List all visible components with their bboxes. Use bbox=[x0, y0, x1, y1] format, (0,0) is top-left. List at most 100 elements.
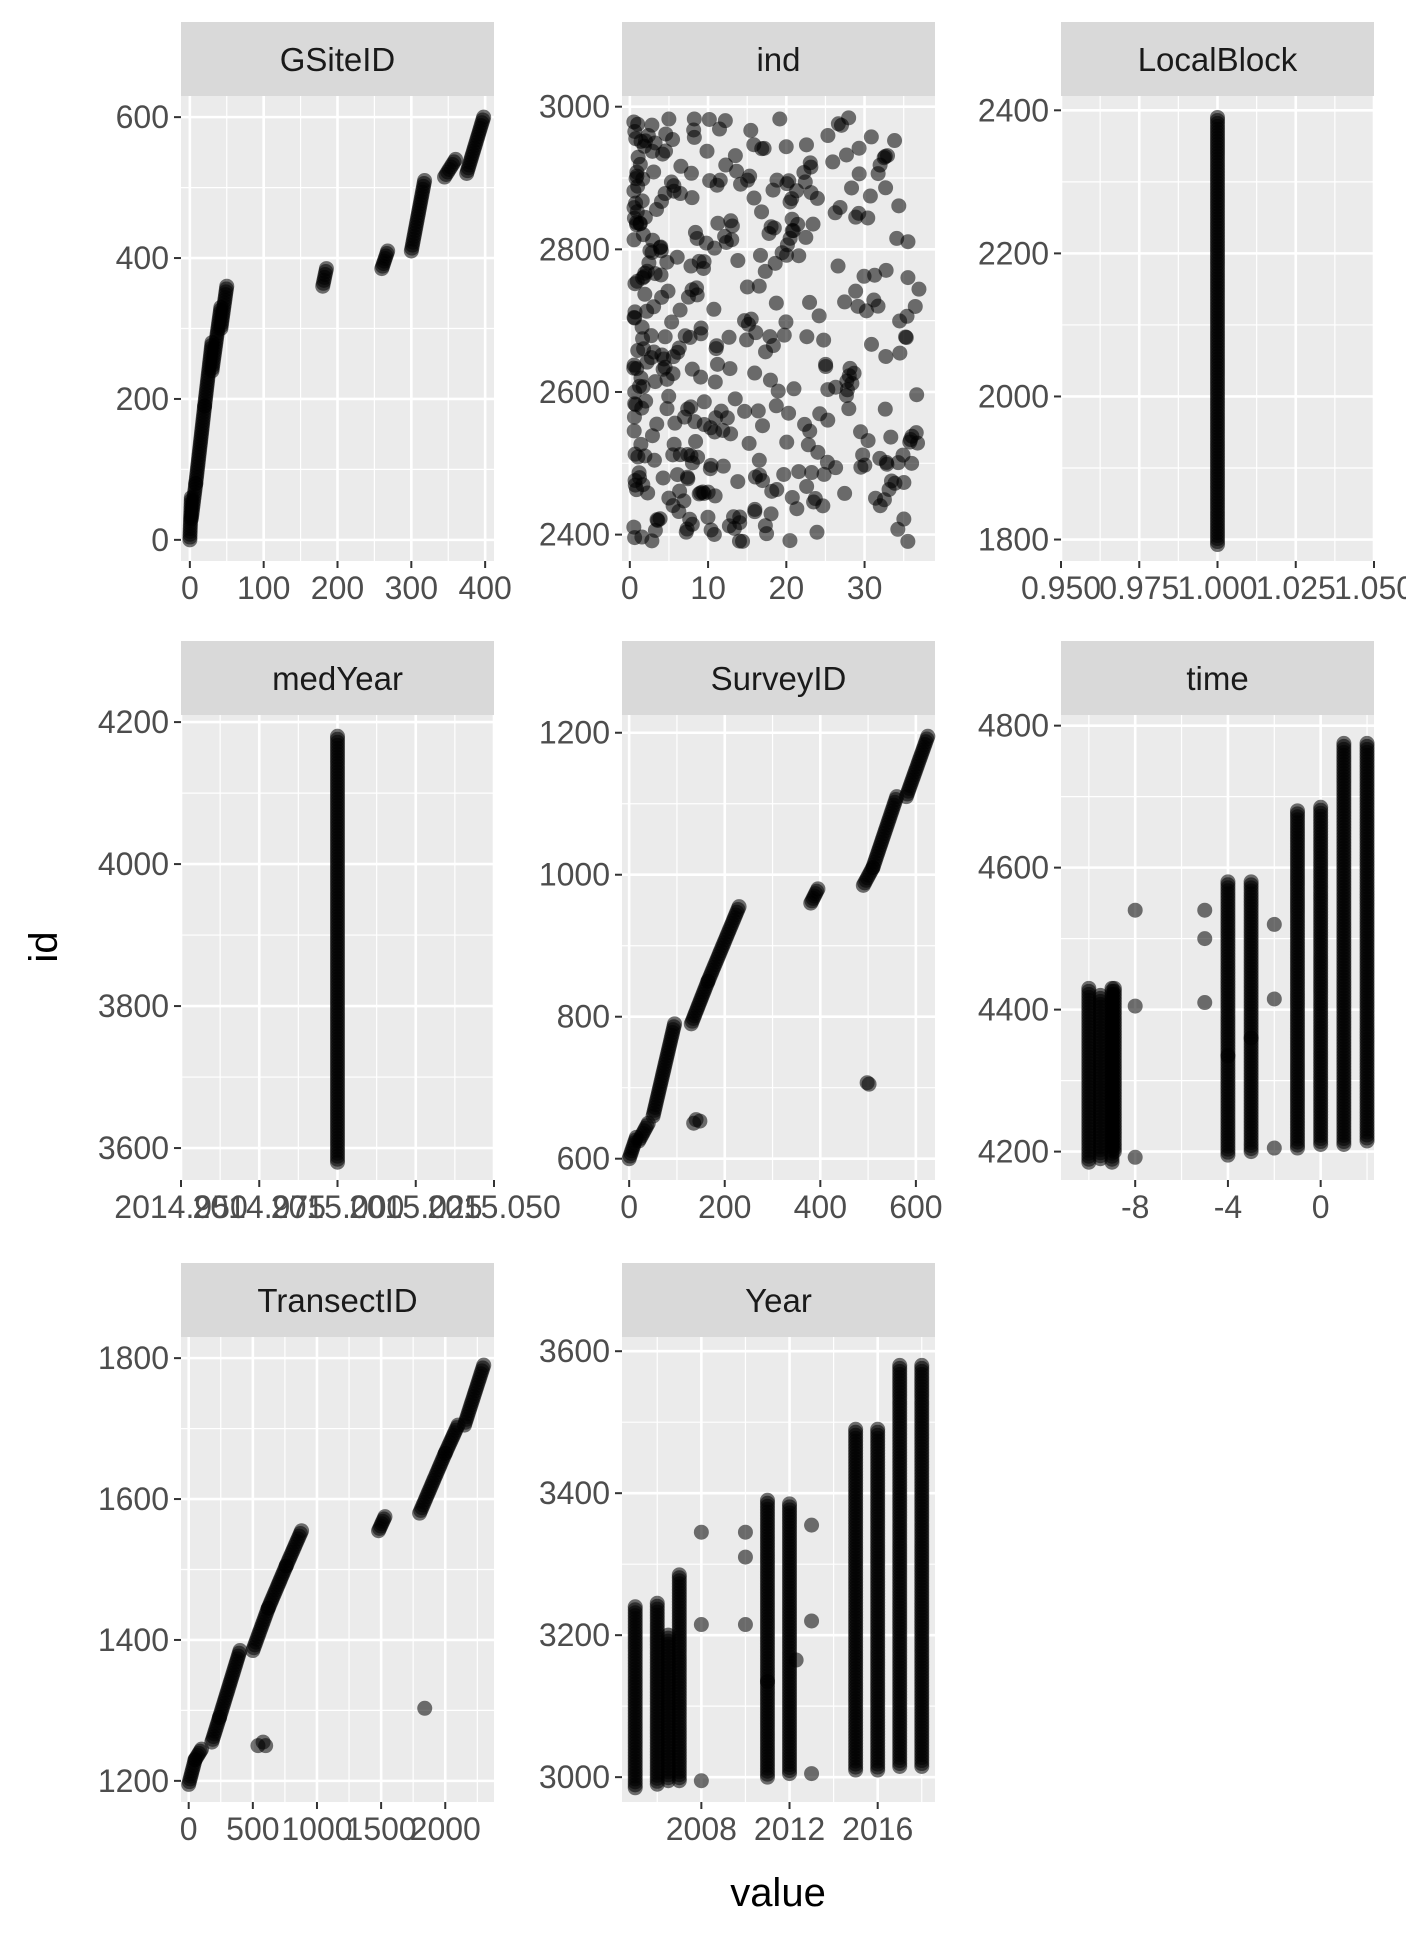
data-point bbox=[806, 494, 822, 510]
data-point bbox=[737, 1524, 753, 1540]
data-point bbox=[724, 218, 740, 234]
data-point bbox=[377, 1509, 393, 1525]
data-point bbox=[892, 345, 908, 361]
data-point bbox=[883, 429, 899, 445]
data-point bbox=[671, 340, 687, 356]
y-tick-label: 3400 bbox=[539, 1475, 610, 1511]
data-point bbox=[809, 524, 825, 540]
data-point bbox=[715, 458, 731, 474]
x-tick-label: 300 bbox=[385, 570, 438, 606]
data-point bbox=[907, 298, 923, 314]
data-point bbox=[380, 243, 396, 259]
data-point bbox=[678, 524, 694, 540]
data-point bbox=[672, 186, 688, 202]
y-tick-label: 4000 bbox=[98, 846, 169, 882]
data-point bbox=[904, 455, 920, 471]
data-point bbox=[330, 728, 345, 744]
data-point bbox=[820, 128, 836, 144]
y-tick-label: 1000 bbox=[539, 857, 610, 893]
data-point bbox=[684, 190, 700, 206]
facet-strip bbox=[622, 641, 935, 715]
data-point bbox=[838, 388, 854, 404]
x-tick-label: 2015.050 bbox=[427, 1189, 560, 1225]
y-tick-label: 0 bbox=[151, 522, 169, 558]
facet-strip bbox=[622, 22, 935, 96]
x-tick-label: -8 bbox=[1121, 1189, 1149, 1225]
y-tick-label: 1600 bbox=[98, 1481, 169, 1517]
data-point bbox=[857, 457, 873, 473]
data-points bbox=[1210, 109, 1225, 553]
data-point bbox=[804, 465, 820, 481]
data-point bbox=[762, 329, 778, 345]
data-point bbox=[900, 533, 916, 549]
data-point bbox=[1106, 980, 1122, 996]
data-point bbox=[750, 403, 766, 419]
data-point bbox=[757, 518, 773, 534]
data-point bbox=[647, 374, 663, 390]
x-tick-label: 1000 bbox=[281, 1811, 352, 1847]
x-tick-label: 0.950 bbox=[1021, 570, 1101, 606]
x-tick-label: 2015.025 bbox=[349, 1189, 482, 1225]
data-point bbox=[671, 1567, 687, 1583]
data-point bbox=[707, 424, 723, 440]
facet-strip-label: GSiteID bbox=[280, 41, 396, 78]
data-point bbox=[739, 279, 755, 295]
data-point bbox=[754, 204, 770, 220]
data-point bbox=[627, 384, 643, 400]
data-point bbox=[232, 1643, 248, 1659]
data-point bbox=[848, 283, 864, 299]
data-point bbox=[825, 154, 841, 170]
data-point bbox=[644, 428, 660, 444]
facet-medyear: medYear 2014.9502014.9752015.0002015.0252… bbox=[98, 641, 561, 1225]
data-point bbox=[476, 1357, 492, 1373]
data-point bbox=[737, 1617, 753, 1633]
y-tick-label: 1200 bbox=[98, 1763, 169, 1799]
data-point bbox=[1243, 874, 1259, 890]
data-point bbox=[476, 109, 492, 125]
data-point bbox=[665, 498, 681, 514]
data-point bbox=[860, 210, 876, 226]
data-point bbox=[654, 289, 670, 305]
data-point bbox=[866, 292, 882, 308]
data-point bbox=[770, 383, 786, 399]
data-point bbox=[701, 111, 717, 127]
y-tick-label: 4800 bbox=[978, 708, 1049, 744]
y-tick-label: 2000 bbox=[978, 378, 1049, 414]
data-point bbox=[672, 447, 688, 463]
facet-time: time -8 -4 0 4200 4400 4600 4800 bbox=[978, 641, 1375, 1225]
data-point bbox=[718, 157, 734, 173]
data-points bbox=[1081, 735, 1375, 1170]
data-point bbox=[661, 388, 677, 404]
y-tick-label: 200 bbox=[116, 381, 169, 417]
data-point bbox=[779, 434, 795, 450]
data-point bbox=[837, 294, 853, 310]
data-point bbox=[757, 263, 773, 279]
facet-surveyid: SurveyID 0 200 400 600 600 800 1000 1200 bbox=[539, 641, 943, 1225]
x-tick-label: 30 bbox=[847, 570, 883, 606]
data-point bbox=[721, 518, 737, 534]
x-tick-label: 1.050 bbox=[1334, 570, 1406, 606]
data-point bbox=[758, 344, 774, 360]
data-point bbox=[788, 1652, 804, 1668]
data-point bbox=[1313, 799, 1329, 815]
data-point bbox=[920, 728, 936, 744]
data-point bbox=[751, 452, 767, 468]
data-point bbox=[630, 149, 646, 165]
data-point bbox=[911, 281, 927, 297]
data-point bbox=[747, 504, 763, 520]
x-tick-label: 2008 bbox=[666, 1811, 737, 1847]
data-point bbox=[683, 258, 699, 274]
data-point bbox=[812, 406, 828, 422]
data-point bbox=[417, 1700, 433, 1716]
data-point bbox=[879, 456, 895, 472]
x-tick-label: -4 bbox=[1214, 1189, 1242, 1225]
data-point bbox=[876, 492, 892, 508]
data-point bbox=[804, 1517, 820, 1533]
data-point bbox=[258, 1738, 274, 1754]
x-tick-label: 200 bbox=[311, 570, 364, 606]
data-point bbox=[672, 302, 688, 318]
data-point bbox=[655, 470, 671, 486]
data-points bbox=[181, 1357, 492, 1792]
data-point bbox=[634, 400, 650, 416]
